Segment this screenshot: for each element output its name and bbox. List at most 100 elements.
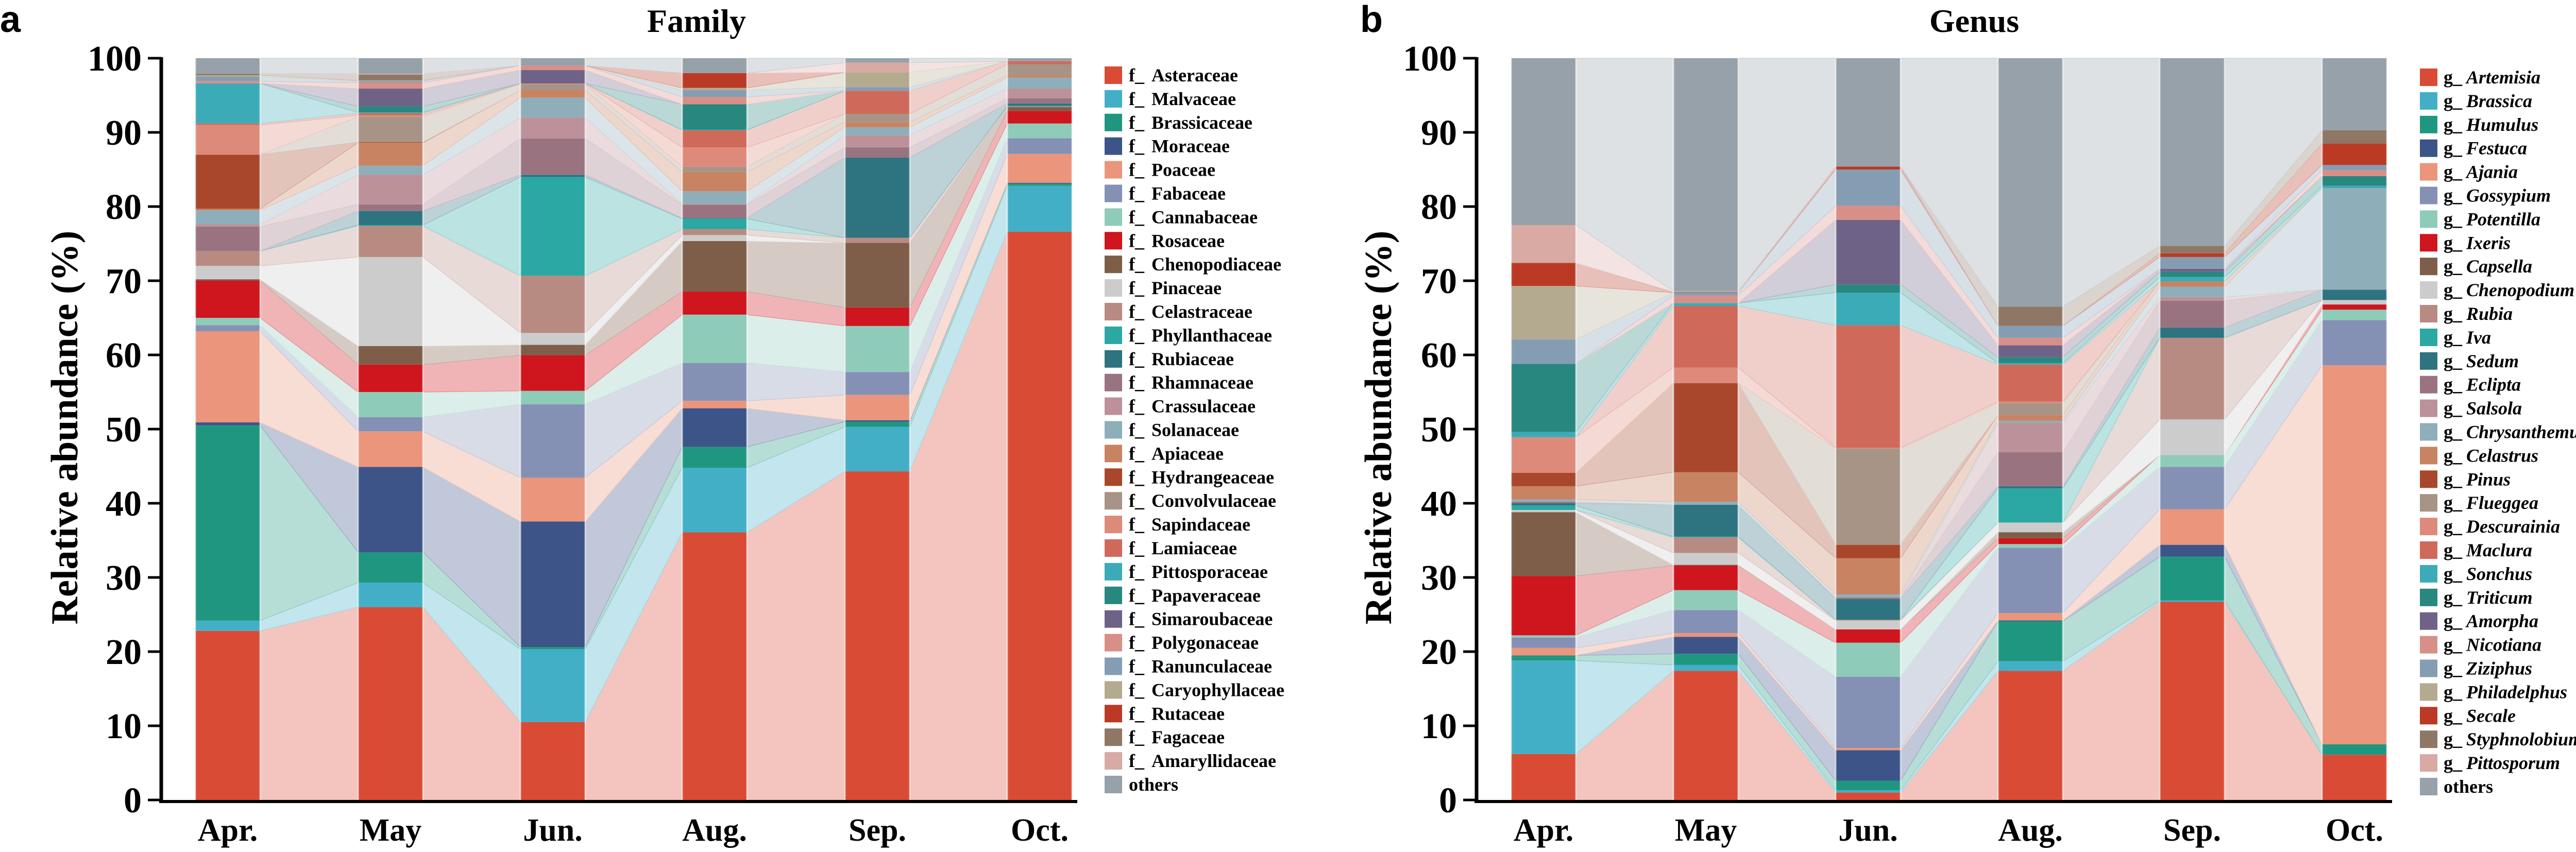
- legend-item: others: [2420, 776, 2493, 797]
- bar-segment-others: [1673, 58, 1738, 292]
- bar-segment-festuca: [2160, 544, 2225, 557]
- legend-swatch: [1105, 492, 1122, 510]
- legend-prefix: g_: [2444, 351, 2463, 371]
- bar-edge: [2159, 58, 2161, 800]
- bar-segment-nicotiana: [1836, 206, 1901, 220]
- legend-item: g_ Ixeris: [2420, 232, 2511, 253]
- bar-segment-others: [1998, 58, 2063, 307]
- bar-may: [1672, 58, 1739, 800]
- legend-item: g_ Ajania: [2420, 162, 2518, 182]
- bar-segment-others: [195, 58, 260, 74]
- legend-swatch: [1105, 232, 1122, 250]
- legend-swatch: [2420, 234, 2437, 252]
- bar-apr: [1510, 58, 1577, 800]
- bar-segment-philadelphus: [1511, 286, 1576, 339]
- y-tick-label: 0: [124, 781, 142, 821]
- bar-segment-rubia: [1673, 537, 1738, 553]
- bar-segment-rhamnaceae: [1007, 98, 1072, 104]
- bar-segment-celastraceae: [358, 226, 423, 257]
- bar-segment-asteraceae: [845, 471, 910, 800]
- legend-item: f_ Caryophyllaceae: [1105, 679, 1284, 700]
- legend-prefix: g_: [2444, 209, 2463, 229]
- legend-label: Salsola: [2466, 398, 2522, 419]
- bar-segment-brassica: [2160, 600, 2225, 602]
- legend-prefix: g_: [2444, 516, 2463, 537]
- bar-segment-chrysanthemum: [1998, 421, 2063, 423]
- legend-swatch: [1105, 681, 1122, 699]
- bar-segment-maclura: [1673, 305, 1738, 368]
- bar-segment-others: [1511, 58, 1576, 225]
- legend-prefix: f_: [1129, 254, 1145, 275]
- legend-swatch: [1105, 90, 1122, 108]
- legend-label: Caryophyllaceae: [1151, 679, 1284, 700]
- bar-segment-gossypium: [2160, 467, 2225, 509]
- bar-segment-polygonaceae: [358, 82, 423, 89]
- bar-segment-fabaceae: [358, 417, 423, 432]
- bar-segment-chenopodium: [1511, 509, 1576, 513]
- y-tick-label: 10: [1421, 707, 1457, 746]
- bar-segment-polygonaceae: [195, 81, 260, 83]
- bar-edge: [1575, 58, 1577, 800]
- bar-segment-chenopodiaceae: [845, 243, 910, 308]
- bar-segment-nicotiana: [1673, 295, 1738, 303]
- bar-apr: [194, 58, 261, 800]
- legend-swatch: [1105, 350, 1122, 368]
- bar-segment-humulus: [1511, 655, 1576, 661]
- legend-label: Moraceae: [1151, 136, 1230, 157]
- bar-segment-humulus: [1836, 780, 1901, 791]
- bar-segment-ajania: [1836, 748, 1901, 751]
- bar-segment-ziziphus: [2322, 165, 2387, 171]
- legend-label: Hydrangeaceae: [1151, 467, 1274, 487]
- legend-prefix: f_: [1129, 538, 1145, 558]
- bar-segment-maclura: [1836, 325, 1901, 448]
- legend-item: f_ Pinaceae: [1105, 278, 1222, 298]
- bar-aug: [1997, 58, 2064, 800]
- bar-segment-moraceae: [358, 467, 423, 553]
- y-axis-label: Relative abundance (%): [44, 231, 86, 625]
- legend-prefix: g_: [2444, 114, 2463, 135]
- bar-segment-brassicaceae: [195, 425, 260, 621]
- legend-item: g_ Humulus: [2420, 114, 2538, 135]
- legend-item: g_ Pittosporum: [2420, 753, 2560, 773]
- bar-segment-rosaceae: [682, 292, 747, 315]
- bar-segment-brassica: [1673, 664, 1738, 671]
- bar-segment-rubiaceae: [358, 211, 423, 225]
- legend-label: Rubia: [2466, 303, 2513, 324]
- bar-segment-fabaceae: [682, 363, 747, 401]
- bar-segment-sapindaceae: [195, 125, 260, 155]
- bar-segment-caryophyllaceae: [195, 75, 260, 77]
- bar-segment-sedum: [1511, 503, 1576, 506]
- bar-edge: [681, 58, 683, 800]
- bar-segment-amorpha: [1998, 345, 2063, 357]
- bar-segment-ajania: [2322, 365, 2387, 744]
- legend-prefix: f_: [1129, 325, 1145, 346]
- bar-edge: [1997, 58, 1999, 800]
- legend-item: g_ Ziziphus: [2420, 658, 2532, 679]
- bar-segment-humulus: [2322, 744, 2387, 755]
- legend-swatch: [1105, 516, 1122, 534]
- bar-segment-sapindaceae: [358, 115, 423, 117]
- legend-swatch: [1105, 373, 1122, 391]
- bar-segment-secale: [1511, 263, 1576, 286]
- bar-segment-others: [1007, 58, 1072, 61]
- bar-edge: [357, 58, 359, 800]
- legend-prefix: g_: [2444, 67, 2463, 88]
- bar-segment-secale: [2160, 253, 2225, 257]
- y-tick-label: 50: [1421, 410, 1457, 450]
- legend-label: Sedum: [2466, 351, 2519, 371]
- bar-segment-maclura: [1998, 364, 2063, 402]
- legend-item: f_ Hydrangeaceae: [1105, 467, 1274, 487]
- bar-segment-brassicaceae: [1007, 183, 1072, 186]
- legend-item: g_ Flueggea: [2420, 492, 2538, 513]
- bar-segment-festuca: [1673, 637, 1738, 654]
- legend-swatch: [2420, 139, 2437, 157]
- legend-prefix: g_: [2444, 374, 2463, 395]
- bar-segment-artemisia: [1673, 671, 1738, 800]
- bar-segment-others: [520, 58, 585, 66]
- bar-segment-fagaceae: [195, 74, 260, 76]
- bar-segment-artemisia: [2160, 602, 2225, 800]
- legend-swatch: [2420, 707, 2437, 725]
- legend-label: Crassulaceae: [1151, 396, 1256, 417]
- legend-item: f_ Cannabaceae: [1105, 207, 1258, 227]
